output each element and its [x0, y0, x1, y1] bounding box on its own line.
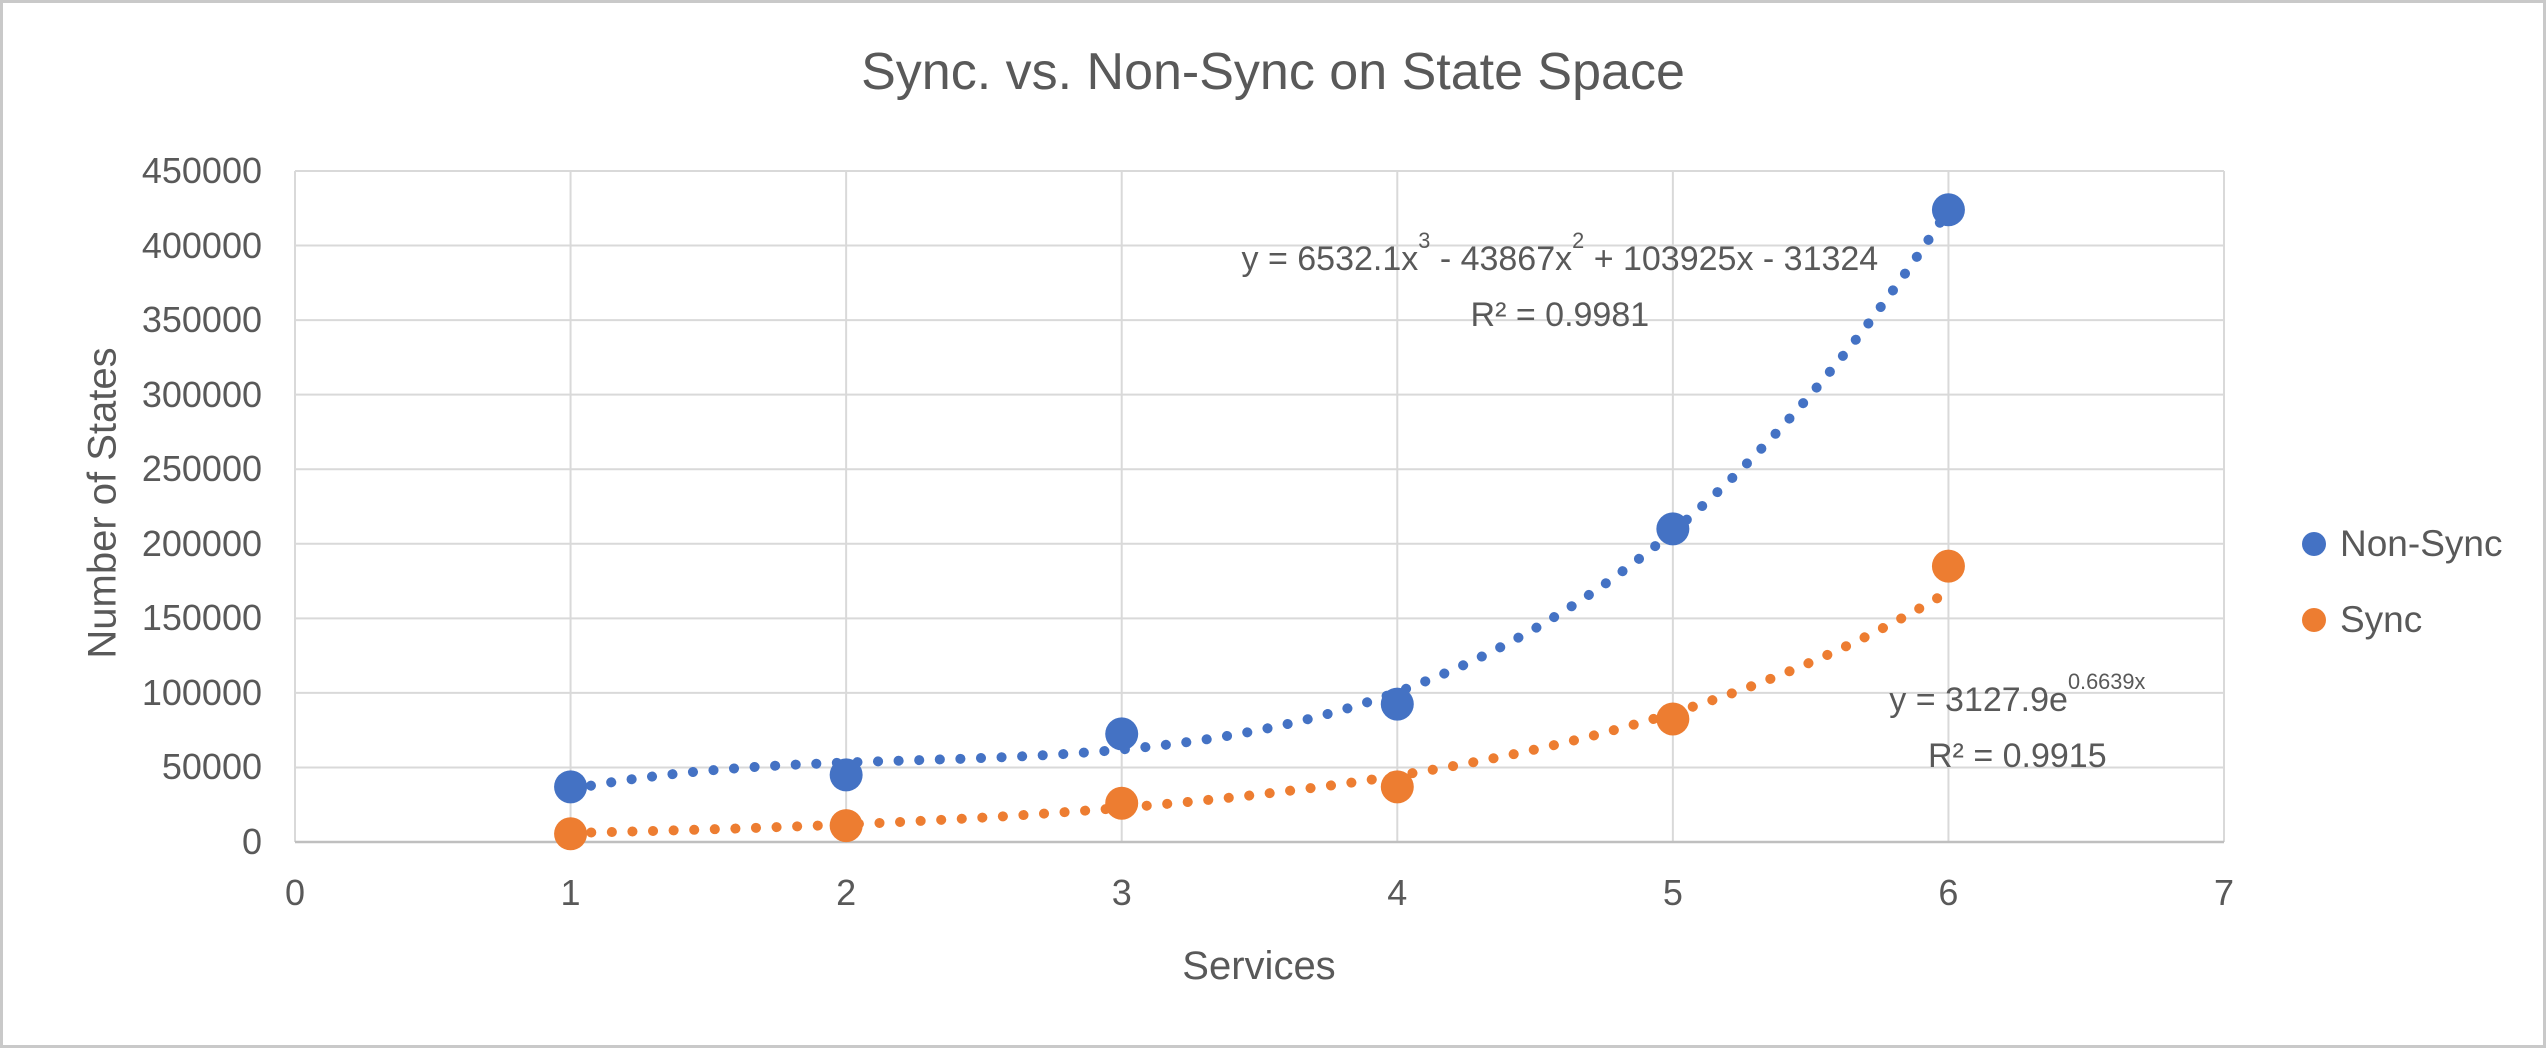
y-tick-label: 400000 — [141, 224, 262, 266]
x-tick-label: 2 — [836, 872, 857, 913]
data-point-sync[interactable] — [1931, 549, 1965, 583]
y-tick-label: 0 — [241, 821, 262, 862]
legend-label: Sync — [2340, 599, 2423, 640]
series-non-sync[interactable] — [554, 193, 1965, 804]
legend-marker-icon — [2302, 608, 2326, 632]
data-point-non-sync[interactable] — [1931, 193, 1965, 227]
y-tick-label: 150000 — [141, 597, 262, 639]
y-tick-label: 450000 — [141, 150, 262, 191]
data-point-non-sync[interactable] — [1380, 687, 1414, 721]
y-tick-label: 50000 — [161, 746, 262, 788]
y-tick-label: 100000 — [141, 671, 262, 713]
x-tick-label: 7 — [2213, 872, 2235, 913]
chart-title: Sync. vs. Non-Sync on State Space — [861, 43, 1685, 101]
y-tick-label: 250000 — [141, 448, 262, 490]
data-point-non-sync[interactable] — [829, 758, 863, 792]
legend-label: Non-Sync — [2340, 523, 2503, 564]
trendline-non-sync[interactable] — [565, 204, 1954, 795]
data-point-sync[interactable] — [829, 809, 863, 843]
x-tick-label: 5 — [1662, 872, 1683, 913]
equation-non-sync: y = 6532.1x3 - 43867x2 + 103925x - 31324… — [1241, 227, 1879, 343]
x-tick-label: 1 — [560, 872, 581, 913]
equation-text: y = 6532.1x3 - 43867x2 + 103925x - 31324 — [1241, 227, 1879, 278]
x-tick-label: 6 — [1938, 872, 1959, 913]
data-point-non-sync[interactable] — [1656, 512, 1690, 546]
data-point-non-sync[interactable] — [1105, 717, 1139, 751]
data-point-sync[interactable] — [1656, 702, 1690, 736]
data-point-sync[interactable] — [554, 817, 588, 851]
legend-item-sync[interactable]: Sync — [2302, 595, 2502, 645]
y-tick-label: 300000 — [141, 373, 262, 415]
y-tick-label: 200000 — [141, 522, 262, 564]
y-axis-title: Number of States — [80, 347, 125, 659]
equation-text: y = 3127.9e0.6639x — [1889, 668, 2146, 719]
x-tick-label: 3 — [1111, 872, 1132, 913]
legend-item-non-sync[interactable]: Non-Sync — [2302, 519, 2502, 569]
r-squared-text: R² = 0.9915 — [1928, 737, 2107, 775]
gridlines — [294, 170, 2225, 844]
series-sync[interactable] — [554, 549, 1965, 851]
x-axis-title: Services — [1182, 944, 1336, 988]
r-squared-text: R² = 0.9981 — [1470, 295, 1650, 334]
legend-marker-icon — [2302, 532, 2326, 556]
equation-sync: y = 3127.9e0.6639x R² = 0.9915 — [1889, 668, 2146, 784]
x-tick-label: 0 — [284, 872, 306, 913]
trendline-sync[interactable] — [565, 586, 1954, 838]
data-point-sync[interactable] — [1380, 770, 1414, 804]
x-tick-label: 4 — [1387, 872, 1408, 913]
data-point-sync[interactable] — [1105, 786, 1139, 820]
y-tick-label: 350000 — [141, 299, 262, 341]
data-point-non-sync[interactable] — [554, 770, 588, 804]
legend: Non-Sync Sync — [2302, 519, 2502, 645]
